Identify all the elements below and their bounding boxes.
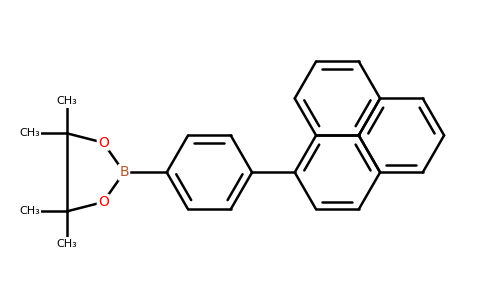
Text: O: O [98, 136, 109, 150]
Text: CH₃: CH₃ [57, 238, 77, 248]
Text: CH₃: CH₃ [19, 206, 40, 216]
Text: B: B [119, 165, 129, 179]
Text: CH₃: CH₃ [57, 96, 77, 106]
Text: O: O [98, 195, 109, 209]
Text: CH₃: CH₃ [19, 128, 40, 138]
